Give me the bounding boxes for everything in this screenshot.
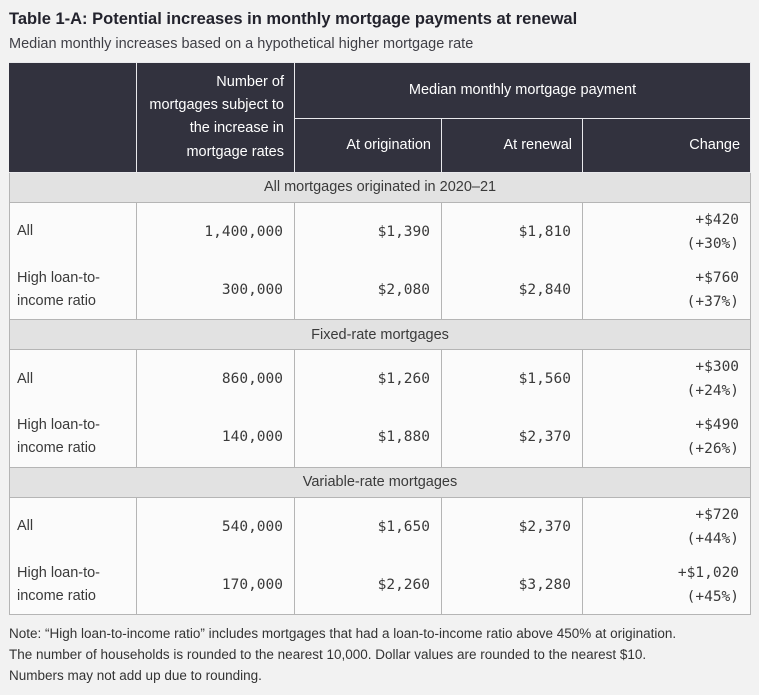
cell-count: 1,400,000 (136, 202, 295, 261)
cell-origination: $1,260 (294, 349, 442, 409)
change-percent: (+37%) (686, 293, 740, 310)
table-row: All 860,000 $1,260 $1,560 +$300 (+24%) (9, 349, 752, 409)
cell-renewal: $2,840 (441, 260, 583, 320)
cell-count: 300,000 (136, 260, 295, 320)
header-at-renewal: At renewal (441, 117, 583, 173)
change-percent: (+44%) (686, 530, 740, 547)
cell-origination: $1,650 (294, 497, 442, 556)
note-line: Note: “High loan-to-income ratio” includ… (9, 625, 677, 641)
change-amount: +$490 (695, 417, 740, 434)
header-count-column: Number of mortgages subject to the incre… (136, 62, 295, 173)
table-header: Number of mortgages subject to the incre… (9, 62, 752, 173)
table-row: High loan-to-income ratio 170,000 $2,260… (9, 555, 752, 615)
table-title: Table 1-A: Potential increases in monthl… (9, 10, 578, 28)
header-corner-cell (9, 62, 137, 173)
cell-renewal: $3,280 (441, 555, 583, 615)
mortgage-payments-table: Number of mortgages subject to the incre… (8, 62, 752, 615)
note-line: The number of households is rounded to t… (9, 646, 647, 662)
header-at-origination: At origination (294, 117, 442, 173)
table-note: Note: “High loan-to-income ratio” includ… (9, 624, 750, 687)
cell-count: 860,000 (136, 349, 295, 409)
row-label: All (9, 202, 137, 261)
change-percent: (+26%) (686, 441, 740, 458)
header-group-median-payment: Median monthly mortgage payment (293, 62, 752, 119)
cell-change: +$420 (+30%) (581, 202, 752, 261)
section-label: Fixed-rate mortgages (8, 319, 752, 351)
cell-origination: $2,260 (294, 555, 442, 615)
section-label: Variable-rate mortgages (8, 466, 752, 498)
change-amount: +$300 (695, 359, 740, 376)
cell-origination: $1,880 (294, 408, 442, 467)
cell-renewal: $1,810 (441, 202, 583, 261)
change-percent: (+24%) (686, 383, 740, 400)
change-percent: (+30%) (686, 235, 740, 252)
row-label: High loan-to-income ratio (9, 555, 137, 615)
row-label: All (9, 349, 137, 409)
table-subtitle: Median monthly increases based on a hypo… (9, 36, 474, 52)
table-row: High loan-to-income ratio 140,000 $1,880… (9, 408, 752, 467)
cell-renewal: $1,560 (441, 349, 583, 409)
cell-origination: $1,390 (294, 202, 442, 261)
row-label: High loan-to-income ratio (9, 260, 137, 320)
header-change: Change (581, 117, 752, 173)
cell-count: 540,000 (136, 497, 295, 556)
change-amount: +$720 (695, 506, 740, 523)
table-row: All 540,000 $1,650 $2,370 +$720 (+44%) (9, 497, 752, 556)
section-row-all-2020-21: All mortgages originated in 2020–21 (8, 171, 752, 203)
change-amount: +$760 (695, 269, 740, 286)
cell-change: +$490 (+26%) (581, 408, 752, 467)
row-label: High loan-to-income ratio (9, 408, 137, 467)
cell-change: +$300 (+24%) (581, 349, 752, 409)
cell-change: +$760 (+37%) (581, 260, 752, 320)
change-amount: +$420 (695, 211, 740, 228)
change-amount: +$1,020 (677, 564, 740, 581)
table-row: All 1,400,000 $1,390 $1,810 +$420 (+30%) (9, 202, 752, 261)
cell-count: 170,000 (136, 555, 295, 615)
table-row: High loan-to-income ratio 300,000 $2,080… (9, 260, 752, 320)
note-line: Numbers may not add up due to rounding. (9, 667, 262, 683)
cell-renewal: $2,370 (441, 497, 583, 556)
section-row-variable-rate: Variable-rate mortgages (8, 466, 752, 498)
section-label: All mortgages originated in 2020–21 (8, 171, 752, 203)
cell-renewal: $2,370 (441, 408, 583, 467)
cell-count: 140,000 (136, 408, 295, 467)
change-percent: (+45%) (686, 588, 740, 605)
cell-change: +$1,020 (+45%) (581, 555, 752, 615)
section-row-fixed-rate: Fixed-rate mortgages (8, 319, 752, 351)
row-label: All (9, 497, 137, 556)
cell-origination: $2,080 (294, 260, 442, 320)
cell-change: +$720 (+44%) (581, 497, 752, 556)
